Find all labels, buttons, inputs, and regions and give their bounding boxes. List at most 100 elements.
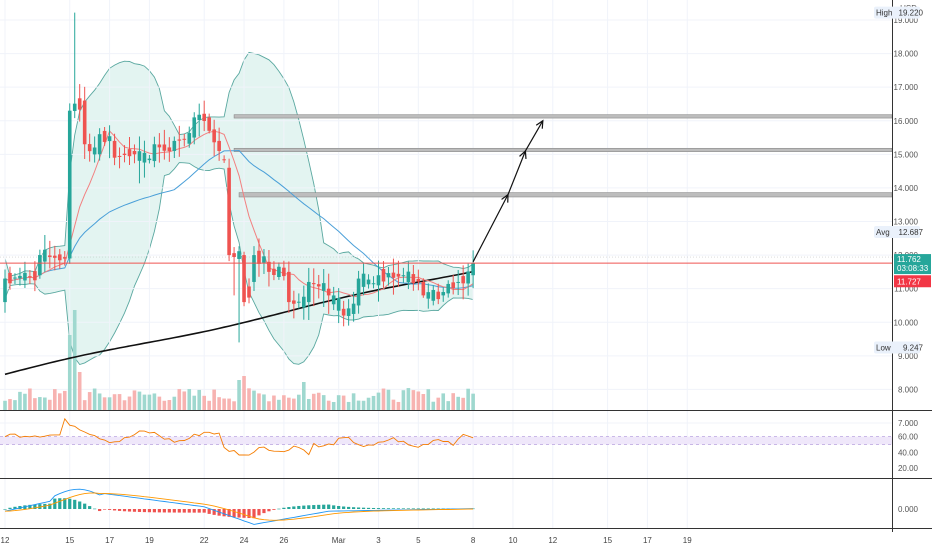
volume-bar (456, 396, 460, 410)
time-tick: 17 (643, 536, 652, 545)
candle (371, 276, 376, 289)
macd-hist-bar (122, 509, 127, 512)
macd-hist-bar (282, 507, 286, 509)
candle (466, 263, 470, 296)
volume-bar (232, 401, 236, 410)
candle (82, 86, 87, 159)
candle-body (48, 255, 52, 257)
candle (247, 278, 251, 304)
volume-bar (117, 394, 122, 410)
volume-bar (18, 391, 22, 410)
macd-hist-bar (83, 503, 87, 509)
candle-body (411, 274, 416, 284)
macd-pane[interactable] (3, 488, 475, 525)
time-tick: 12 (548, 536, 557, 545)
candle-body (247, 286, 251, 298)
rsi-pane[interactable] (0, 417, 892, 456)
macd-hist-bar (98, 509, 102, 512)
last-price-value: 11.762 (897, 255, 921, 264)
candle (142, 140, 147, 178)
time-tick: 22 (200, 536, 209, 545)
candle-body (222, 159, 226, 161)
candle (182, 133, 187, 147)
candle-body (202, 113, 206, 122)
candle (356, 270, 361, 314)
macd-hist-bar (192, 509, 196, 513)
resistance-zones[interactable] (233, 114, 893, 198)
macd-hist-bar (421, 508, 425, 510)
price-axis[interactable]: 19.000 18.000 17.000 16.000 15.000 14.000 13.0… (874, 4, 931, 514)
candle-body (326, 288, 331, 296)
candle-body (137, 151, 142, 161)
volume-bar (451, 393, 455, 410)
time-tick: 19 (683, 536, 692, 545)
volume-bar (302, 382, 306, 410)
volume-bar (461, 397, 465, 410)
candle-body (431, 290, 436, 301)
volume-bar (426, 389, 431, 410)
candle-body (92, 147, 97, 155)
candle-body (396, 273, 401, 277)
volume-bar (247, 388, 251, 410)
projection-segment (472, 194, 509, 263)
candle (471, 250, 475, 289)
candle-body (167, 147, 172, 152)
volume-bar (102, 397, 107, 410)
projection-arrows[interactable] (472, 119, 544, 263)
candle-body (102, 130, 107, 142)
candle-body (267, 261, 271, 272)
volume-bar (43, 397, 47, 410)
macd-hist-bar (431, 508, 435, 510)
candle (346, 299, 351, 326)
price-tick: 10.000 (894, 318, 919, 327)
price-tick: 19.000 (894, 16, 919, 25)
candle-body (406, 271, 411, 283)
candle (232, 247, 236, 296)
price-tick: 7.000 (898, 419, 919, 428)
volume-bar (53, 389, 57, 410)
candle-body (227, 167, 231, 256)
candle-body (192, 117, 197, 138)
macd-hist-bar (227, 509, 231, 517)
volume-bar (441, 393, 446, 410)
volume-bar (127, 396, 132, 410)
last-price-tag: 11.762 03:08:33 (894, 254, 931, 275)
candle-body (18, 275, 22, 279)
candle-body (361, 273, 366, 287)
macd-hist-bar (312, 505, 316, 509)
time-tick: 19 (145, 536, 154, 545)
volume-bar (122, 400, 127, 410)
time-axis[interactable]: 12 15 17 19 22 24 26 Mar 3 5 8 10 12 15 17 19 (1, 536, 693, 545)
volume-bar (316, 392, 321, 410)
volume-bar (147, 394, 152, 410)
macd-hist-bar (352, 507, 356, 509)
candle (147, 154, 152, 164)
macd-hist-bar (342, 506, 346, 509)
candle (326, 273, 331, 314)
candle (202, 100, 206, 132)
volume-bar (177, 389, 182, 410)
candle-body (466, 271, 470, 284)
time-tick: 10 (509, 536, 518, 545)
candle (67, 103, 72, 264)
candle (167, 137, 172, 162)
candle (177, 125, 182, 157)
volume-bar (381, 388, 386, 410)
candle (33, 261, 37, 292)
macd-hist-bar (386, 508, 391, 509)
bollinger-lower (4, 162, 474, 366)
candle-body (302, 296, 306, 308)
candle (53, 245, 57, 271)
time-tick: 24 (240, 536, 249, 545)
main-pane[interactable] (0, 0, 893, 528)
candle-body (117, 155, 122, 157)
candle (152, 136, 157, 168)
candle-body (371, 283, 376, 285)
candle-body (451, 282, 455, 289)
volume-bar (112, 394, 117, 410)
candle (192, 112, 197, 145)
candle (361, 262, 366, 296)
candle-body (351, 303, 356, 314)
candle-body (297, 301, 301, 303)
